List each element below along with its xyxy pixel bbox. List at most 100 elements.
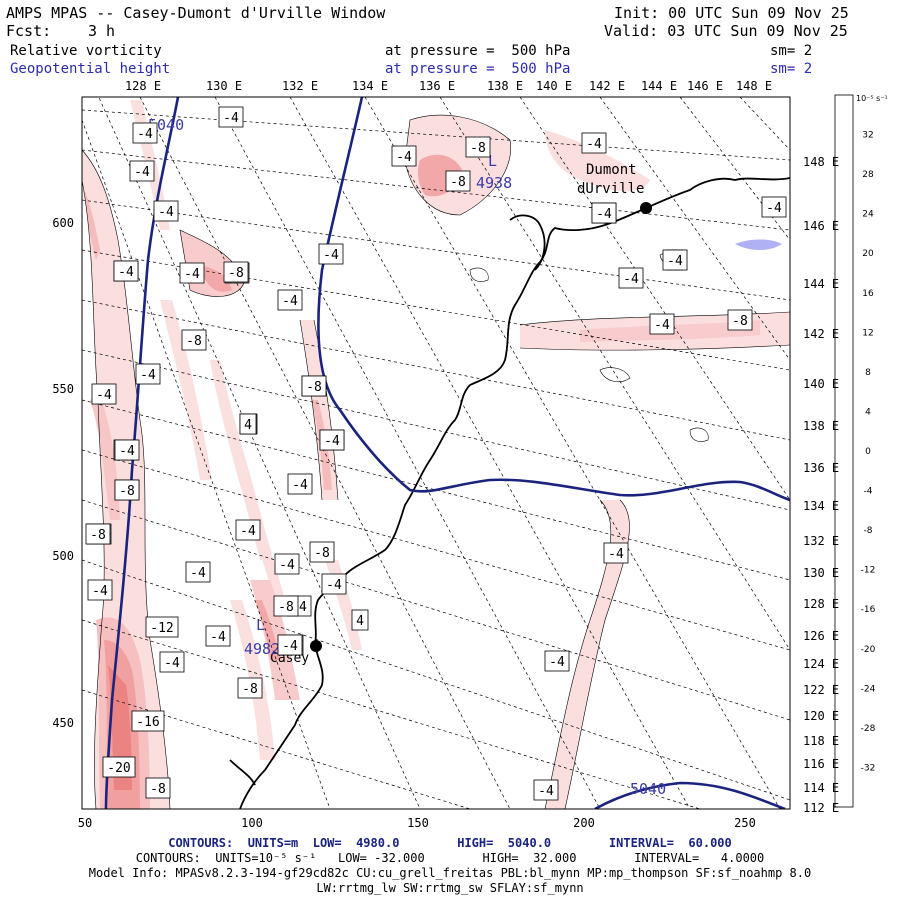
colorbar-tick-label: 16 (862, 289, 874, 299)
forecast-hour: 3 h (88, 22, 116, 40)
vorticity-label-value: -4 (596, 207, 612, 222)
vorticity-label-box (274, 553, 300, 575)
vorticity-label-value: -8 (186, 334, 202, 349)
vorticity-label-value: -4 (164, 656, 180, 671)
place-label-durville: dUrville (577, 181, 644, 197)
vorticity-label-value: -12 (150, 621, 173, 636)
right-axis-label: 132 E (803, 534, 839, 548)
vorticity-label-value: -8 (314, 546, 330, 561)
graticule (82, 97, 790, 809)
colorbar-unit-label: 10⁻⁵ s⁻¹ (856, 94, 888, 103)
colorbar-tick-label: -20 (861, 645, 876, 655)
y-tick-label: 600 (52, 216, 74, 230)
height-label-5040-bottom: 5040 (630, 780, 666, 798)
y-tick-label: 500 (52, 549, 74, 563)
vorticity-label-box (114, 479, 140, 501)
vorticity-contour-labels: -4 -4 -4 -4 -4 -8 -4 -4 -8 -4 -4 -4 -4 4 -4 -4 -8 -4 -4 -4 -… (85, 106, 787, 801)
vorticity-label-box (591, 202, 617, 224)
vorticity-label-value: -4 (158, 205, 174, 220)
vorticity-label-value: -8 (470, 141, 486, 156)
dumont-durville-station-marker (640, 202, 652, 214)
vorticity-label-value: 4 (356, 614, 364, 629)
vorticity-label-box (277, 289, 303, 311)
field2-name: Geopotential height (10, 61, 171, 77)
vorticity-label-value: -4 (282, 639, 298, 654)
vorticity-label-value: -20 (107, 761, 130, 776)
colorbar-tick-label: 20 (862, 249, 874, 259)
vorticity-label-box (465, 136, 491, 158)
vorticity-label-box (321, 573, 347, 595)
low-marker-top: L (488, 152, 497, 170)
longitude-label: 134 E (352, 79, 388, 93)
right-axis-label: 116 E (803, 757, 839, 771)
vorticity-label-value: -4 (766, 201, 782, 216)
colorbar-tick-label: 24 (862, 210, 874, 220)
colorbar-tick-label: -4 (864, 487, 873, 497)
vorticity-label-value: -8 (150, 782, 166, 797)
longitude-labels: 128 E 130 E 132 E 134 E 136 E 138 E 140 E 142 E… (125, 79, 772, 93)
footer-vorticity-contours: CONTOURS: UNITS=10⁻⁵ s⁻¹ LOW= -32.000 HI… (135, 851, 765, 865)
right-axis-label: 140 E (803, 377, 839, 391)
valid-time: Valid: 03 UTC Sun 09 Nov 25 (604, 22, 848, 40)
vorticity-label-box (318, 243, 344, 265)
colorbar-tick-label: 8 (865, 368, 871, 378)
plot-frame (81, 96, 791, 810)
vorticity-label-box (287, 473, 313, 495)
colorbar-tick-label: -32 (861, 763, 876, 773)
vorticity-label-value: -4 (96, 388, 112, 403)
vorticity-label-box (135, 363, 161, 385)
vorticity-label-value: -4 (210, 630, 226, 645)
vorticity-label-box (618, 267, 644, 289)
field2-level: at pressure = 500 hPa (385, 61, 571, 77)
vorticity-label-value: -4 (396, 150, 412, 165)
vorticity-label-value: -4 (118, 265, 134, 280)
vorticity-label-box (87, 579, 113, 601)
vorticity-label-box (185, 561, 211, 583)
right-axis-labels: 148 E 146 E 144 E 142 E 140 E 138 E 136 E 134 E… (803, 155, 839, 815)
vorticity-label-value: -8 (119, 484, 135, 499)
right-axis-label: 134 E (803, 499, 839, 513)
longitude-label: 144 E (641, 79, 677, 93)
vorticity-label-box (91, 383, 117, 405)
right-axis-label: 128 E (803, 597, 839, 611)
init-time: Init: 00 UTC Sun 09 Nov 25 (614, 4, 849, 22)
vorticity-label-box (181, 329, 207, 351)
colorbar-tick-label: 4 (865, 407, 871, 417)
y-tick-label: 550 (52, 382, 74, 396)
vorticity-label-box (309, 541, 335, 563)
vorticity-label-box (603, 542, 629, 564)
vorticity-label-box (132, 122, 158, 144)
colorbar-tick-label: 0 (865, 447, 871, 457)
right-axis-label: 118 E (803, 734, 839, 748)
colorbar-tick-label: -8 (864, 526, 873, 536)
vorticity-label-box (391, 145, 417, 167)
right-axis-label: 138 E (803, 419, 839, 433)
right-axis-label: 148 E (803, 155, 839, 169)
field1-name: Relative vorticity (10, 43, 162, 59)
colorbar-tick-label: -12 (861, 566, 876, 576)
x-axis-ticks: 50 100 150 200 250 (78, 816, 756, 830)
vorticity-label-box (351, 609, 369, 631)
vorticity-label-box (85, 523, 111, 545)
vorticity-label-box (727, 309, 753, 331)
vorticity-label-box (159, 651, 185, 673)
vorticity-label-value: -4 (279, 558, 295, 573)
vorticity-label-value: -8 (732, 314, 748, 329)
x-tick-label: 100 (241, 816, 263, 830)
vorticity-label-value: -4 (654, 318, 670, 333)
right-axis-label: 124 E (803, 657, 839, 671)
vorticity-label-box (761, 196, 787, 218)
colorbar-frame (834, 94, 854, 808)
footer-model-info: Model Info: MPASv8.2.3-194-gf29cd82c CU:… (88, 866, 812, 880)
right-axis-label: 136 E (803, 461, 839, 475)
vorticity-label-box (533, 779, 559, 801)
vorticity-label-value: -4 (667, 254, 683, 269)
vorticity-label-value: -8 (306, 380, 322, 395)
vorticity-label-value: -4 (190, 566, 206, 581)
x-tick-label: 250 (734, 816, 756, 830)
vorticity-label-value: -8 (90, 528, 106, 543)
colorbar-tick-label: 32 (862, 131, 873, 141)
coastline (229, 177, 790, 809)
vorticity-label-box (319, 429, 345, 451)
vorticity-label-value: -4 (323, 248, 339, 263)
